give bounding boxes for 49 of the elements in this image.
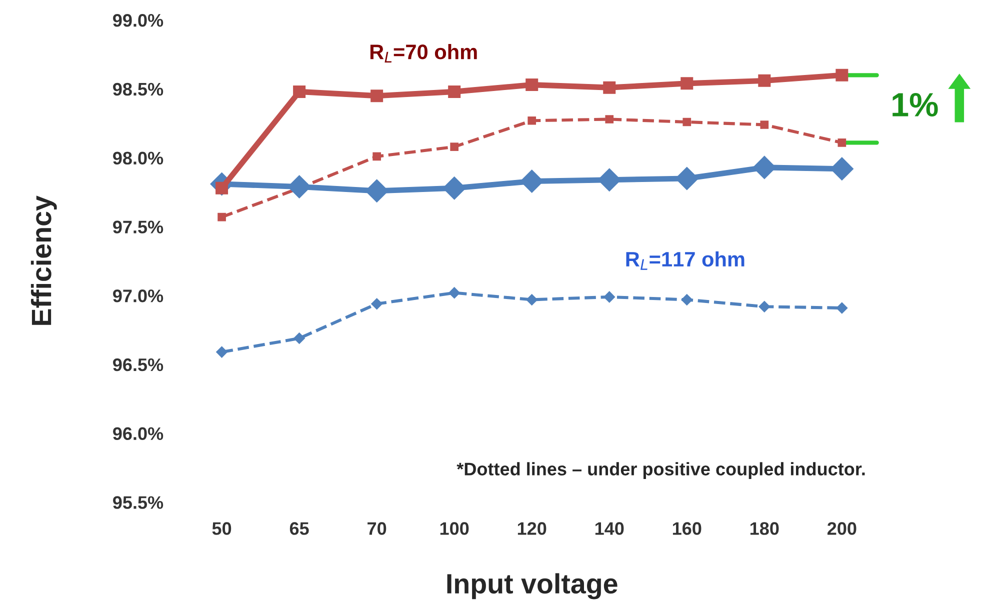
x-tick-label: 200 xyxy=(827,522,856,535)
text: 1% xyxy=(892,93,938,116)
point xyxy=(603,81,616,94)
point xyxy=(216,346,228,358)
point xyxy=(442,176,466,200)
x-tick-label: 140 xyxy=(595,522,624,535)
y-tick-label: 98.5% xyxy=(113,82,164,96)
point xyxy=(293,85,306,98)
y-tick-label: 95.5% xyxy=(113,496,164,509)
x-tick-label: 160 xyxy=(672,522,702,535)
y-tick-label: 96.0% xyxy=(113,427,164,440)
y-axis-title: Efficiency xyxy=(30,196,57,325)
point xyxy=(370,90,384,102)
point xyxy=(758,74,771,87)
annotation: *Dotted lines – under positive coupled inductor. xyxy=(456,462,865,480)
point xyxy=(605,115,614,124)
x-tick-label: 65 xyxy=(290,522,309,535)
y-tick-label: 96.5% xyxy=(113,358,164,372)
y-tick-label: 99.0% xyxy=(113,14,164,27)
x-tick-label: 100 xyxy=(440,522,469,535)
point xyxy=(450,142,458,151)
point xyxy=(758,300,770,312)
point xyxy=(680,77,694,90)
point xyxy=(448,286,460,299)
point xyxy=(836,68,848,82)
y-tick-label: 97.5% xyxy=(113,220,164,234)
point xyxy=(603,291,616,303)
x-axis-title: Input voltage xyxy=(447,573,618,600)
point xyxy=(218,212,226,222)
point xyxy=(526,78,538,92)
x-tick-label: 180 xyxy=(750,522,779,535)
y-tick-label: 97.0% xyxy=(113,290,164,302)
x-tick-label: 120 xyxy=(518,522,546,535)
point xyxy=(293,332,306,344)
point xyxy=(370,298,383,310)
x-tick-label: 70 xyxy=(368,522,386,535)
point xyxy=(838,138,846,147)
point xyxy=(680,294,693,306)
text: R$_{L}$=117 ohm xyxy=(626,251,744,270)
point xyxy=(448,85,461,98)
x-tick-label: 50 xyxy=(212,522,232,535)
y-tick-label: 98.0% xyxy=(113,152,164,165)
point xyxy=(682,118,692,126)
point xyxy=(528,116,536,125)
point xyxy=(526,294,538,306)
point xyxy=(836,302,848,314)
point xyxy=(760,120,769,129)
point xyxy=(372,152,381,161)
series-label: R$_{L}$=70 ohm xyxy=(370,44,477,63)
